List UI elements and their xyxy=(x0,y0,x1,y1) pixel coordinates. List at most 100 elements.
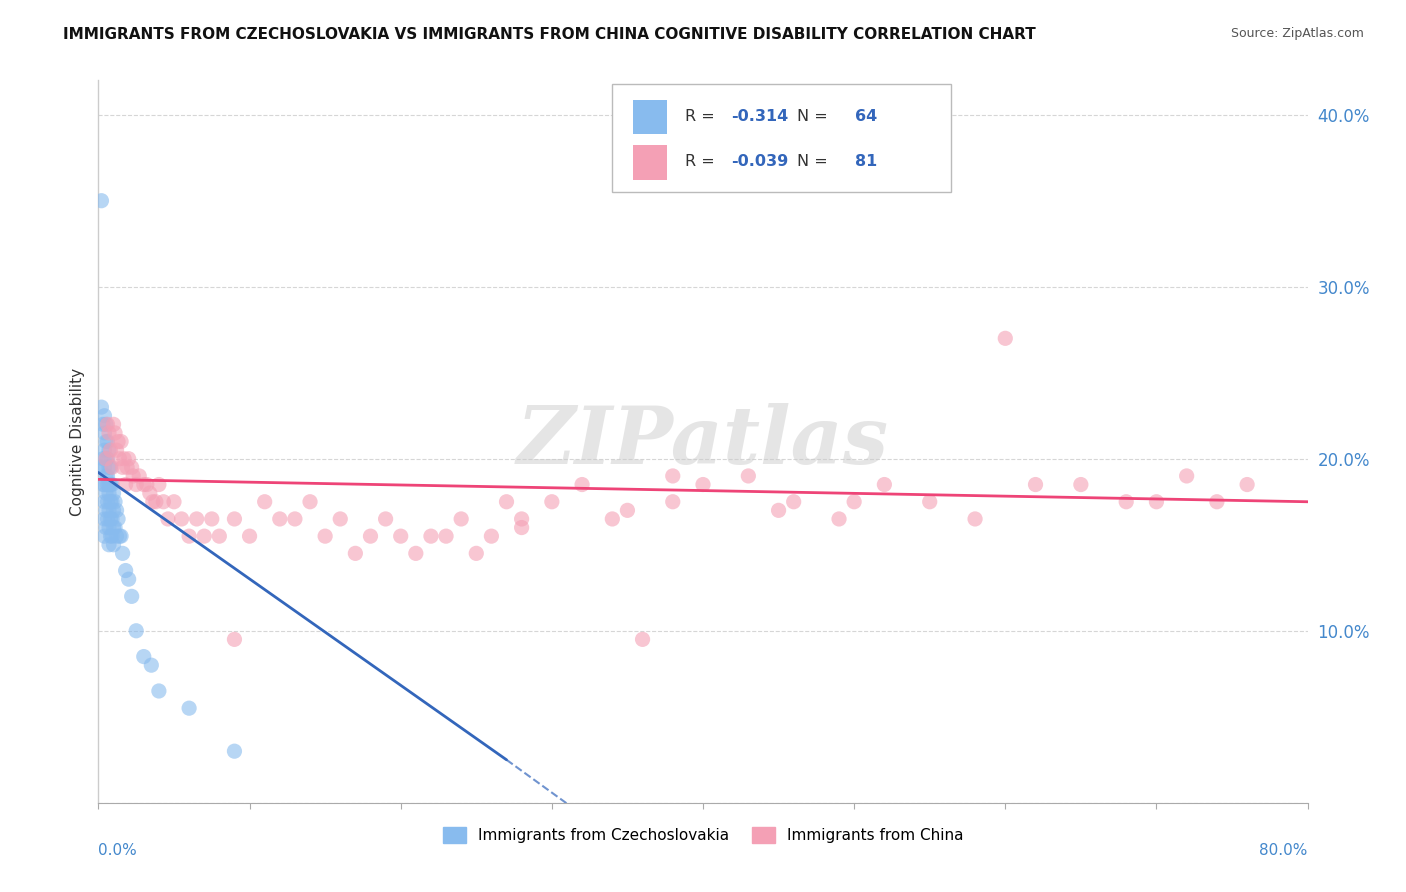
Point xyxy=(145,494,167,508)
Point xyxy=(360,529,382,543)
Point xyxy=(94,434,117,449)
Point xyxy=(132,477,155,491)
Point xyxy=(105,503,128,517)
Point xyxy=(103,538,125,552)
Point xyxy=(118,572,141,586)
FancyBboxPatch shape xyxy=(633,100,666,135)
Point xyxy=(96,417,118,432)
Point xyxy=(94,469,117,483)
Point xyxy=(152,494,174,508)
Point xyxy=(94,417,117,432)
Point xyxy=(96,451,118,466)
Point xyxy=(93,529,115,543)
Point xyxy=(692,477,714,491)
Point xyxy=(118,451,141,466)
Point xyxy=(108,529,131,543)
Point xyxy=(107,434,129,449)
Point xyxy=(1236,477,1258,491)
Text: 64: 64 xyxy=(855,109,877,124)
Point xyxy=(101,477,124,491)
Point xyxy=(737,469,759,483)
Point xyxy=(98,520,121,534)
Point xyxy=(98,486,121,500)
Point xyxy=(100,494,122,508)
Point xyxy=(661,469,683,483)
Point xyxy=(94,451,117,466)
Point xyxy=(1115,494,1137,508)
Point xyxy=(1206,494,1229,508)
Point xyxy=(96,469,118,483)
Point xyxy=(389,529,412,543)
Point xyxy=(103,503,125,517)
Point xyxy=(96,512,118,526)
Point xyxy=(103,417,125,432)
Text: R =: R = xyxy=(685,154,720,169)
Point xyxy=(122,469,145,483)
Point xyxy=(98,503,121,517)
Point xyxy=(224,744,246,758)
Point xyxy=(299,494,322,508)
Point xyxy=(105,443,128,458)
Point xyxy=(105,529,128,543)
Point xyxy=(93,494,115,508)
Point xyxy=(93,460,115,475)
Point xyxy=(828,512,851,526)
Point xyxy=(510,520,533,534)
Point xyxy=(93,425,115,440)
Point xyxy=(93,512,115,526)
Point xyxy=(631,632,654,647)
Point xyxy=(374,512,396,526)
Point xyxy=(98,443,121,458)
Point xyxy=(405,546,427,560)
Point xyxy=(201,512,224,526)
Point xyxy=(128,469,150,483)
Text: -0.039: -0.039 xyxy=(731,154,787,169)
Y-axis label: Cognitive Disability: Cognitive Disability xyxy=(69,368,84,516)
Point xyxy=(148,684,170,698)
Point xyxy=(104,520,127,534)
Point xyxy=(1070,477,1092,491)
Point xyxy=(98,538,121,552)
Point xyxy=(783,494,806,508)
Point xyxy=(873,477,896,491)
Point xyxy=(1175,469,1198,483)
Point xyxy=(170,512,193,526)
Point xyxy=(141,658,163,673)
Point xyxy=(98,425,121,440)
Point xyxy=(91,417,114,432)
Text: N =: N = xyxy=(797,154,828,169)
Point xyxy=(110,529,132,543)
Point xyxy=(284,512,307,526)
Point xyxy=(111,546,134,560)
Point xyxy=(111,460,134,475)
Point xyxy=(918,494,941,508)
Text: Source: ZipAtlas.com: Source: ZipAtlas.com xyxy=(1230,27,1364,40)
Text: ZIPatlas: ZIPatlas xyxy=(517,403,889,480)
Point xyxy=(1024,477,1046,491)
Point xyxy=(844,494,866,508)
FancyBboxPatch shape xyxy=(613,84,950,193)
Point xyxy=(224,632,246,647)
Point xyxy=(101,494,124,508)
Point xyxy=(112,451,135,466)
Point xyxy=(179,701,201,715)
Point xyxy=(93,443,115,458)
Point xyxy=(121,590,143,604)
FancyBboxPatch shape xyxy=(633,145,666,180)
Point xyxy=(93,409,115,423)
Point xyxy=(100,477,122,491)
Point xyxy=(329,512,352,526)
Point xyxy=(98,460,121,475)
Point xyxy=(101,460,124,475)
Point xyxy=(156,512,179,526)
Text: 80.0%: 80.0% xyxy=(1260,843,1308,857)
Point xyxy=(540,494,562,508)
Point xyxy=(139,486,162,500)
Point xyxy=(132,649,155,664)
Point xyxy=(108,451,131,466)
Point xyxy=(768,503,790,517)
Point xyxy=(1144,494,1167,508)
Point xyxy=(101,512,124,526)
Point xyxy=(107,512,129,526)
Point xyxy=(90,400,112,414)
